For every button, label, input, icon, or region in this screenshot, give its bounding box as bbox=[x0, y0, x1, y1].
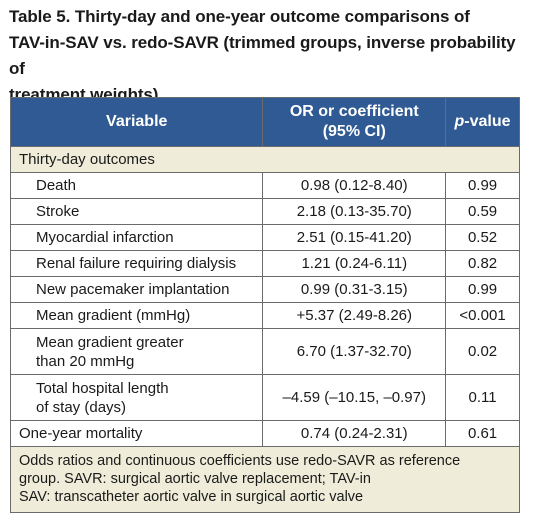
section-title: Thirty-day outcomes bbox=[10, 146, 520, 173]
table-row: Total hospital length of stay (days) –4.… bbox=[9, 374, 520, 421]
row-variable: Stroke bbox=[9, 198, 264, 225]
row-variable: Renal failure requiring dialysis bbox=[9, 250, 264, 277]
row-value: 0.74 (0.24-2.31) bbox=[262, 420, 447, 447]
caption-line: Table 5. Thirty-day and one-year outcome… bbox=[9, 7, 470, 26]
footnote-row: Odds ratios and continuous coefficients … bbox=[10, 446, 520, 513]
row-value: 2.51 (0.15-41.20) bbox=[262, 224, 447, 251]
footnote-line: group. SAVR: surgical aortic valve repla… bbox=[19, 471, 371, 487]
footnote-line: SAV: transcatheter aortic valve in surgi… bbox=[19, 489, 364, 505]
row-p: 0.11 bbox=[445, 374, 520, 421]
row-value: –4.59 (–10.15, –0.97) bbox=[262, 374, 447, 421]
table-row: Mean gradient greater than 20 mmHg 6.70 … bbox=[9, 328, 520, 375]
row-variable: One-year mortality bbox=[9, 420, 264, 447]
row-value: 0.99 (0.31-3.15) bbox=[262, 276, 447, 303]
table-row: One-year mortality 0.74 (0.24-2.31) 0.61 bbox=[9, 420, 520, 447]
table-caption: Table 5. Thirty-day and one-year outcome… bbox=[9, 4, 529, 108]
table-row: Death 0.98 (0.12-8.40) 0.99 bbox=[9, 172, 520, 199]
row-p: 0.99 bbox=[445, 172, 520, 199]
row-variable: Mean gradient (mmHg) bbox=[9, 302, 264, 329]
table-row: New pacemaker implantation 0.99 (0.31-3.… bbox=[9, 276, 520, 303]
header-variable: Variable bbox=[9, 97, 264, 147]
footnote-line: Odds ratios and continuous coefficients … bbox=[19, 453, 461, 469]
row-p: <0.001 bbox=[445, 302, 520, 329]
row-variable: Total hospital length of stay (days) bbox=[9, 374, 264, 421]
header-or: OR or coefficient (95% CI) bbox=[262, 97, 447, 147]
row-p: 0.99 bbox=[445, 276, 520, 303]
row-variable: Myocardial infarction bbox=[9, 224, 264, 251]
row-value: 0.98 (0.12-8.40) bbox=[262, 172, 447, 199]
section-row: Thirty-day outcomes bbox=[10, 146, 520, 173]
row-variable: Death bbox=[9, 172, 264, 199]
row-variable: Mean gradient greater than 20 mmHg bbox=[9, 328, 264, 375]
row-variable-line1: Total hospital length bbox=[36, 379, 169, 397]
footnote: Odds ratios and continuous coefficients … bbox=[10, 446, 520, 513]
table-row: Mean gradient (mmHg) +5.37 (2.49-8.26) <… bbox=[9, 302, 520, 329]
row-variable-line2: of stay (days) bbox=[36, 398, 127, 416]
table-row: Myocardial infarction 2.51 (0.15-41.20) … bbox=[9, 224, 520, 251]
caption-line: TAV-in-SAV vs. redo-SAVR (trimmed groups… bbox=[9, 33, 516, 78]
row-p: 0.02 bbox=[445, 328, 520, 375]
header-p-rest: -value bbox=[464, 113, 511, 130]
row-p: 0.59 bbox=[445, 198, 520, 225]
outcome-table: Variable OR or coefficient (95% CI) p-va… bbox=[9, 97, 520, 513]
header-p-italic: p bbox=[454, 113, 465, 130]
row-variable: New pacemaker implantation bbox=[9, 276, 264, 303]
header-or-line2: (95% CI) bbox=[322, 123, 386, 140]
table-row: Stroke 2.18 (0.13-35.70) 0.59 bbox=[9, 198, 520, 225]
row-variable-line2: than 20 mmHg bbox=[36, 352, 135, 370]
row-value: +5.37 (2.49-8.26) bbox=[262, 302, 447, 329]
row-value: 1.21 (0.24-6.11) bbox=[262, 250, 447, 277]
row-value: 6.70 (1.37-32.70) bbox=[262, 328, 447, 375]
row-p: 0.61 bbox=[445, 420, 520, 447]
header-p-value: p-value bbox=[445, 97, 520, 147]
row-value: 2.18 (0.13-35.70) bbox=[262, 198, 447, 225]
header-or-line1: OR or coefficient bbox=[289, 103, 419, 120]
row-variable-line1: Mean gradient greater bbox=[36, 333, 184, 351]
row-p: 0.82 bbox=[445, 250, 520, 277]
table-row: Renal failure requiring dialysis 1.21 (0… bbox=[9, 250, 520, 277]
row-p: 0.52 bbox=[445, 224, 520, 251]
header-row: Variable OR or coefficient (95% CI) p-va… bbox=[9, 97, 520, 147]
